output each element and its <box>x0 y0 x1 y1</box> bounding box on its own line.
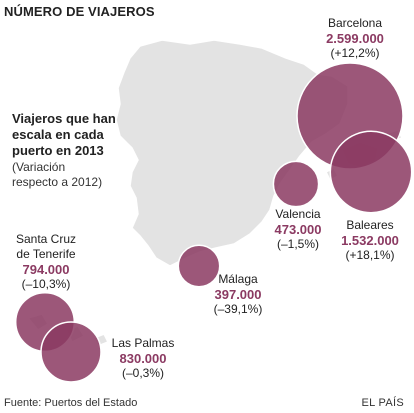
label-malaga: Málaga 397.000 (–39,1%) <box>198 272 278 317</box>
change-percent: (–0,3%) <box>121 366 165 380</box>
bubble-las-palmas <box>40 321 102 383</box>
land-peninsula <box>115 39 349 267</box>
label-baleares: Baleares 1.532.000 (+18,1%) <box>324 218 414 263</box>
travelers-value: 2.599.000 <box>326 31 384 46</box>
legend-heading: Viajeros que han escala en cada puerto e… <box>12 111 116 158</box>
change-percent: (–10,3%) <box>21 277 71 291</box>
source-credit: Fuente: Puertos del Estado <box>4 397 138 409</box>
city-name: Málaga <box>218 272 258 286</box>
travelers-value: 794.000 <box>22 262 70 277</box>
city-name: Barcelona <box>327 16 383 30</box>
bubble-malaga <box>177 244 221 288</box>
city-name: Las Palmas <box>111 336 175 350</box>
change-percent: (+12,2%) <box>330 46 380 60</box>
bubble-valencia <box>272 160 320 208</box>
city-name: Valencia <box>275 207 321 221</box>
label-barcelona: Barcelona 2.599.000 (+12,2%) <box>306 16 404 61</box>
city-name: Baleares <box>346 218 394 232</box>
change-percent: (+18,1%) <box>345 248 395 262</box>
legend-subheading: (Variación respecto a 2012) <box>12 160 103 189</box>
travelers-value: 830.000 <box>119 351 167 366</box>
page-title: NÚMERO DE VIAJEROS <box>4 4 155 19</box>
bubble-baleares <box>329 130 413 214</box>
travelers-value: 397.000 <box>214 287 262 302</box>
label-las-palmas: Las Palmas 830.000 (–0,3%) <box>100 336 186 381</box>
change-percent: (–39,1%) <box>213 302 263 316</box>
brand-logo-text: EL PAÍS <box>361 397 404 409</box>
travelers-value: 1.532.000 <box>341 233 399 248</box>
label-santa-cruz: Santa Cruz de Tenerife 794.000 (–10,3%) <box>2 232 90 292</box>
bubble-layer <box>14 62 413 383</box>
travelers-value: 473.000 <box>274 222 322 237</box>
change-percent: (–1,5%) <box>276 237 320 251</box>
label-valencia: Valencia 473.000 (–1,5%) <box>258 207 338 252</box>
city-name: Santa Cruz de Tenerife <box>15 232 77 261</box>
